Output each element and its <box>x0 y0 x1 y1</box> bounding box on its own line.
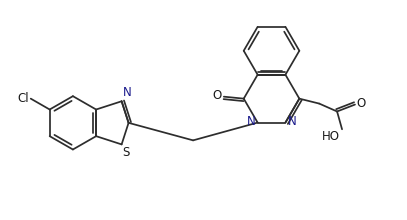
Text: N: N <box>123 86 131 99</box>
Text: Cl: Cl <box>17 92 29 105</box>
Text: O: O <box>356 97 365 110</box>
Text: HO: HO <box>322 130 340 143</box>
Text: N: N <box>247 115 256 128</box>
Text: O: O <box>212 89 222 102</box>
Text: N: N <box>287 115 296 128</box>
Text: S: S <box>123 146 130 159</box>
